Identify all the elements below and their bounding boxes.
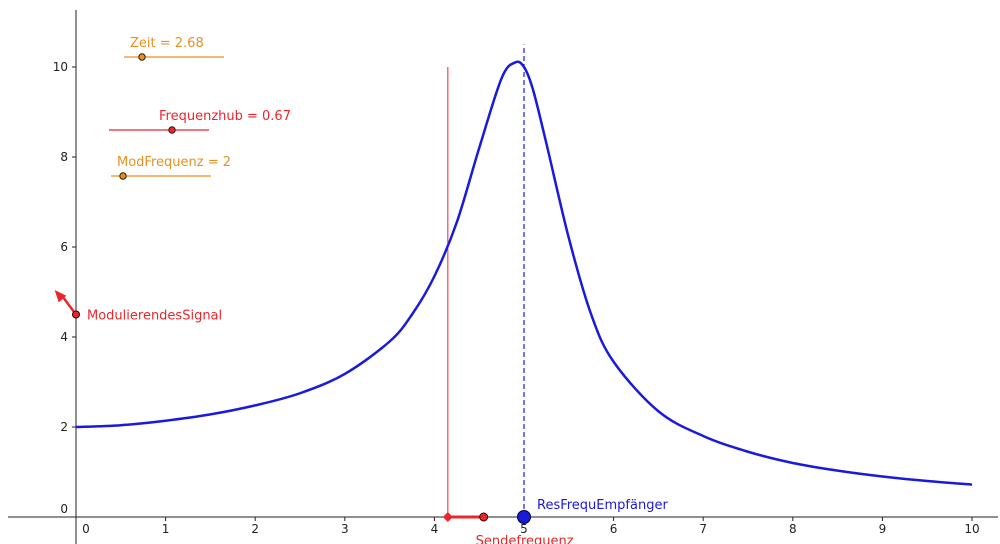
y-tick-label: 0 [60, 502, 68, 516]
x-tick-label: 1 [162, 522, 170, 536]
slider-label-zeit: Zeit = 2.68 [130, 36, 204, 51]
x-tick-label: 3 [341, 522, 349, 536]
slider-knob-frequenzhub[interactable] [168, 126, 176, 134]
y-tick-label: 2 [60, 420, 68, 434]
slider-label-modfrequenz: ModFrequenz = 2 [117, 155, 231, 170]
resonance-point[interactable] [517, 510, 531, 524]
send-frequency-point[interactable] [479, 512, 489, 522]
slider-knob-zeit[interactable] [138, 53, 146, 61]
x-axis-ticks: 0 1 2 3 4 5 6 7 8 9 10 [75, 517, 980, 536]
modulating-signal-point[interactable] [72, 310, 80, 319]
x-tick-label: 5 [520, 522, 528, 536]
send-frequency-diamond-icon[interactable] [442, 512, 453, 522]
x-tick-label: 7 [699, 522, 707, 536]
slider-knob-modfrequenz[interactable] [119, 172, 127, 180]
x-tick-label: 4 [431, 522, 439, 536]
y-axis-ticks: 0 2 4 6 8 10 [53, 60, 76, 518]
resonance-point-label: ResFrequEmpfänger [537, 498, 668, 513]
y-tick-label: 8 [60, 150, 68, 164]
x-tick-label: 8 [789, 522, 797, 536]
x-tick-label: 2 [251, 522, 259, 536]
send-frequency-label: Sendefrequenz [476, 534, 574, 544]
x-tick-label: 0 [82, 522, 90, 536]
y-tick-label: 10 [53, 60, 68, 74]
vertical-lines [447, 44, 525, 517]
y-tick-label: 4 [60, 330, 68, 344]
x-tick-label: 6 [610, 522, 618, 536]
resonance-curve[interactable] [75, 60, 973, 486]
geometry-objects: ResFrequEmpfänger Sendefrequenz Modulieren… [54, 290, 668, 544]
arrow-head-icon [54, 290, 67, 303]
sliders: Zeit = 2.68 Frequenzhub = 0.67 ModFrequenz… [109, 36, 291, 180]
modulating-signal-label: ModulierendesSignal [87, 309, 222, 324]
x-tick-label: 10 [964, 522, 979, 536]
y-tick-label: 6 [60, 240, 68, 254]
x-tick-label: 9 [879, 522, 887, 536]
axes [8, 10, 998, 544]
slider-label-frequenzhub: Frequenzhub = 0.67 [159, 109, 291, 124]
